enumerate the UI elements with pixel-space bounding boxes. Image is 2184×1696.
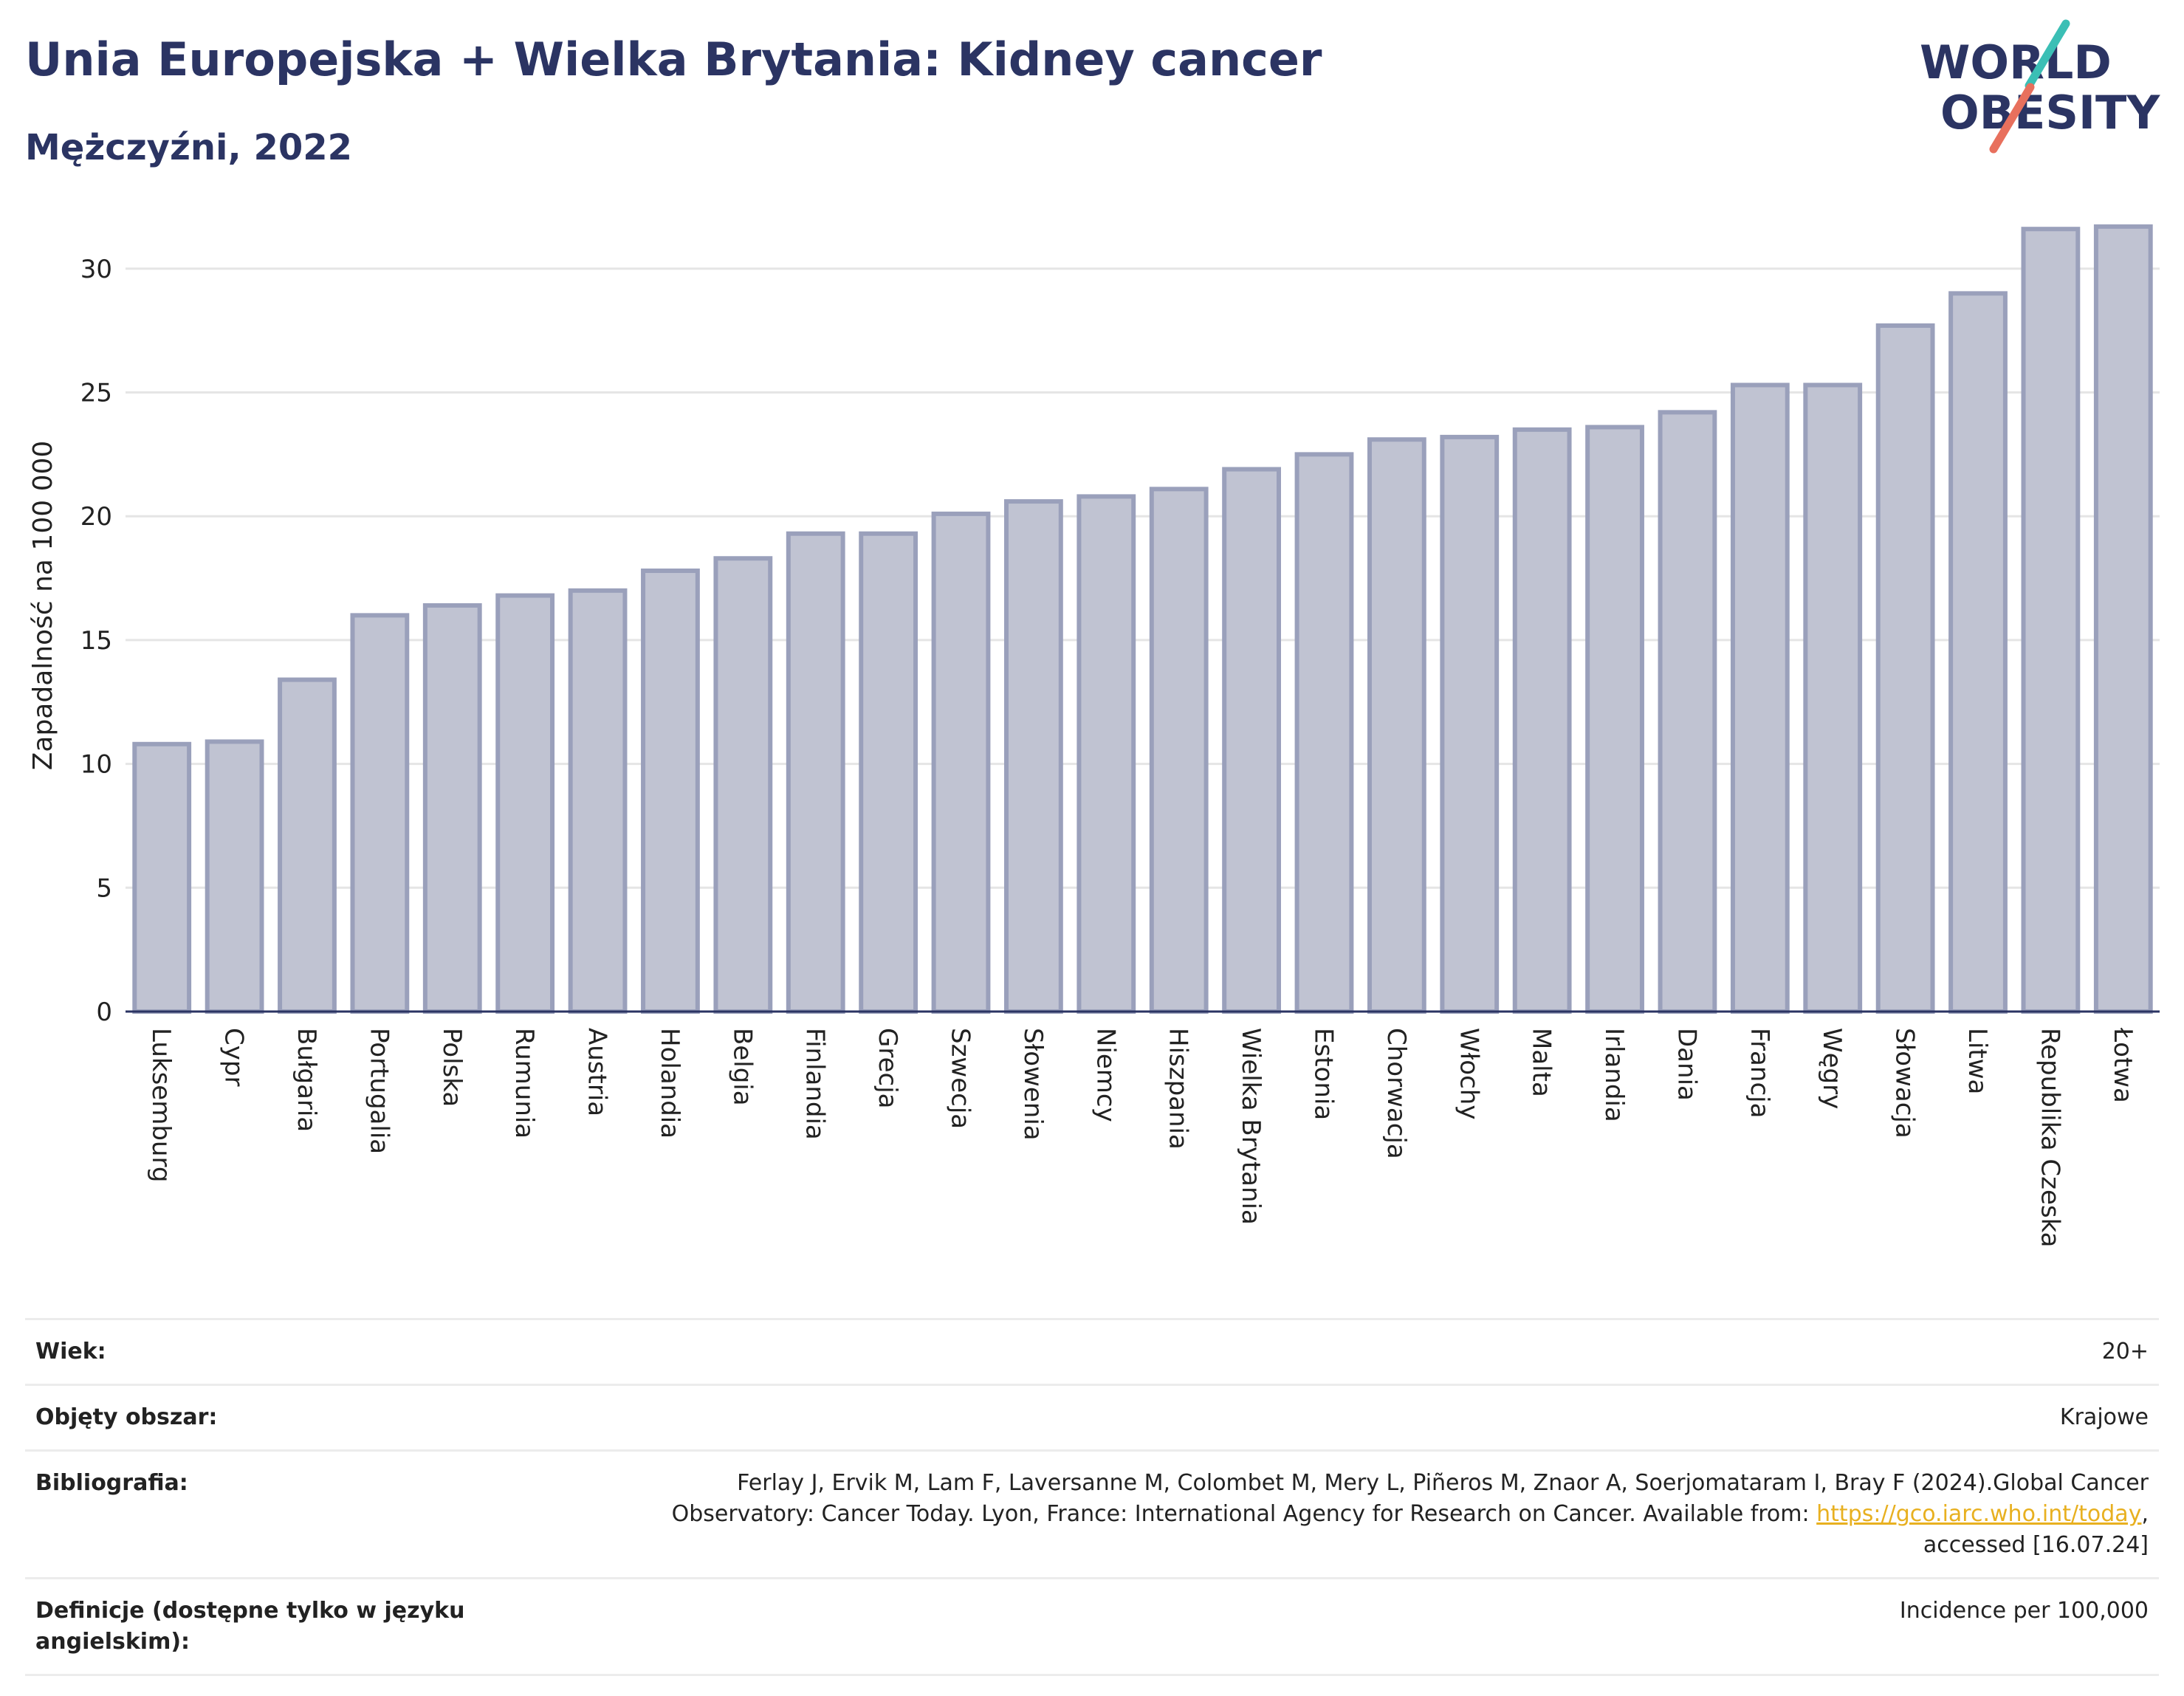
- x-tick-label: Słowacja: [1890, 1028, 1920, 1139]
- meta-value: Incidence per 100,000: [1899, 1598, 2149, 1624]
- bar[interactable]: [1440, 434, 1500, 1014]
- bar[interactable]: [278, 677, 337, 1014]
- bar[interactable]: [132, 741, 192, 1014]
- bar[interactable]: [1803, 382, 1863, 1014]
- bar-chart: 0 5 10 15 20 25 30 Luksemburg Cypr Bułgaria Portug…: [28, 224, 2160, 1248]
- y-tick-label: 20: [80, 502, 112, 532]
- x-tick-label: Luksemburg: [146, 1028, 176, 1182]
- axis-layer: 0 5 10 15 20 25 30 Luksemburg Cypr Bułgaria Portug…: [80, 255, 2160, 1248]
- x-tick-label: Bułgaria: [292, 1028, 321, 1132]
- x-tick-label: Malta: [1527, 1028, 1556, 1097]
- logo-line2: OBESITY: [1940, 86, 2160, 140]
- x-tick-label: Chorwacja: [1381, 1028, 1411, 1159]
- bar[interactable]: [1004, 499, 1063, 1014]
- meta-label: Wiek:: [35, 1339, 106, 1364]
- bar[interactable]: [1585, 425, 1644, 1014]
- meta-label: Bibliografia:: [35, 1470, 188, 1496]
- x-tick-label: Grecja: [873, 1028, 902, 1108]
- meta-row-area: Objęty obszar: Krajowe: [25, 1384, 2159, 1449]
- logo-line1: WORLD: [1920, 35, 2112, 89]
- meta-value: 20+: [2101, 1339, 2149, 1364]
- bar[interactable]: [641, 569, 700, 1014]
- bar[interactable]: [1367, 437, 1426, 1014]
- x-tick-label: Irlandia: [1599, 1028, 1629, 1122]
- x-tick-label: Finlandia: [800, 1028, 830, 1140]
- y-tick-label: 30: [80, 255, 112, 284]
- bar[interactable]: [205, 739, 264, 1014]
- meta-label: Objęty obszar:: [35, 1404, 218, 1430]
- y-tick-label: 10: [80, 750, 112, 780]
- x-tick-label: Polska: [437, 1028, 467, 1107]
- y-axis-label: Zapadalność na 100 000: [28, 441, 58, 771]
- meta-row-definitions: Definicje (dostępne tylko w języku angie…: [25, 1577, 2159, 1676]
- y-tick-label: 0: [96, 998, 112, 1027]
- x-tick-label: Łotwa: [2108, 1027, 2137, 1103]
- x-tick-label: Estonia: [1308, 1028, 1338, 1120]
- x-tick-label: Republika Czeska: [2035, 1028, 2064, 1248]
- chart-subtitle: Mężczyźni, 2022: [25, 127, 353, 168]
- x-tick-label: Austria: [583, 1028, 612, 1116]
- source-link[interactable]: https://gco.iarc.who.int/today: [1816, 1501, 2142, 1527]
- x-tick-label: Belgia: [727, 1028, 757, 1106]
- bar[interactable]: [713, 556, 773, 1014]
- bars-layer: [132, 224, 2153, 1014]
- logo-slash-red: [1989, 83, 2035, 154]
- x-tick-label: Holandia: [655, 1028, 684, 1139]
- y-tick-label: 25: [80, 379, 112, 408]
- bar[interactable]: [786, 531, 845, 1014]
- x-tick-label: Słowenia: [1018, 1028, 1048, 1141]
- bar[interactable]: [495, 593, 555, 1014]
- meta-row-age: Wiek: 20+: [25, 1318, 2159, 1384]
- x-tick-label: Szwecja: [946, 1028, 975, 1129]
- x-tick-label: Dania: [1672, 1028, 1701, 1101]
- x-tick-label: Włochy: [1454, 1028, 1483, 1119]
- x-tick-label: Francja: [1745, 1028, 1774, 1118]
- bar[interactable]: [859, 531, 918, 1014]
- chart-title: Unia Europejska + Wielka Brytania: Kidne…: [25, 32, 1322, 86]
- bar[interactable]: [931, 511, 991, 1014]
- x-tick-label: Portugalia: [364, 1028, 394, 1154]
- meta-value: Ferlay J, Ervik M, Lam F, Laversanne M, …: [598, 1468, 2149, 1561]
- x-tick-label: Niemcy: [1091, 1028, 1120, 1122]
- bar[interactable]: [422, 602, 482, 1014]
- meta-label: Definicje (dostępne tylko w języku angie…: [35, 1598, 465, 1655]
- bar[interactable]: [1076, 494, 1136, 1014]
- bar[interactable]: [568, 588, 628, 1014]
- x-tick-label: Węgry: [1817, 1028, 1847, 1109]
- bar[interactable]: [1730, 382, 1790, 1014]
- x-tick-label: Rumunia: [509, 1028, 539, 1139]
- bar[interactable]: [1875, 323, 1935, 1014]
- metadata-table: Wiek: 20+ Objęty obszar: Krajowe Bibliog…: [25, 1318, 2159, 1676]
- x-tick-label: Wielka Brytania: [1236, 1028, 1266, 1225]
- bar[interactable]: [1512, 427, 1572, 1014]
- bar[interactable]: [1222, 467, 1281, 1014]
- meta-row-bibliography: Bibliografia: Ferlay J, Ervik M, Lam F, …: [25, 1449, 2159, 1577]
- logo-slash-teal: [2025, 19, 2070, 90]
- bar[interactable]: [350, 613, 410, 1014]
- x-tick-label: Hiszpania: [1164, 1028, 1193, 1150]
- bibliography-text: Ferlay J, Ervik M, Lam F, Laversanne M, …: [671, 1470, 2149, 1527]
- world-obesity-logo: WORLD OBESITY: [1920, 19, 2160, 154]
- meta-value: Krajowe: [2059, 1404, 2149, 1430]
- bar[interactable]: [1294, 452, 1354, 1014]
- bar[interactable]: [2093, 224, 2153, 1014]
- y-tick-label: 5: [96, 873, 112, 903]
- bar[interactable]: [2021, 227, 2081, 1014]
- bar[interactable]: [1658, 410, 1717, 1014]
- bar[interactable]: [1948, 291, 2008, 1014]
- y-tick-label: 15: [80, 626, 112, 656]
- x-tick-label: Litwa: [1962, 1028, 1992, 1094]
- bar[interactable]: [1149, 487, 1209, 1014]
- x-tick-label: Cypr: [219, 1028, 249, 1086]
- bibliography-accessed: , accessed [16.07.24]: [1923, 1501, 2149, 1558]
